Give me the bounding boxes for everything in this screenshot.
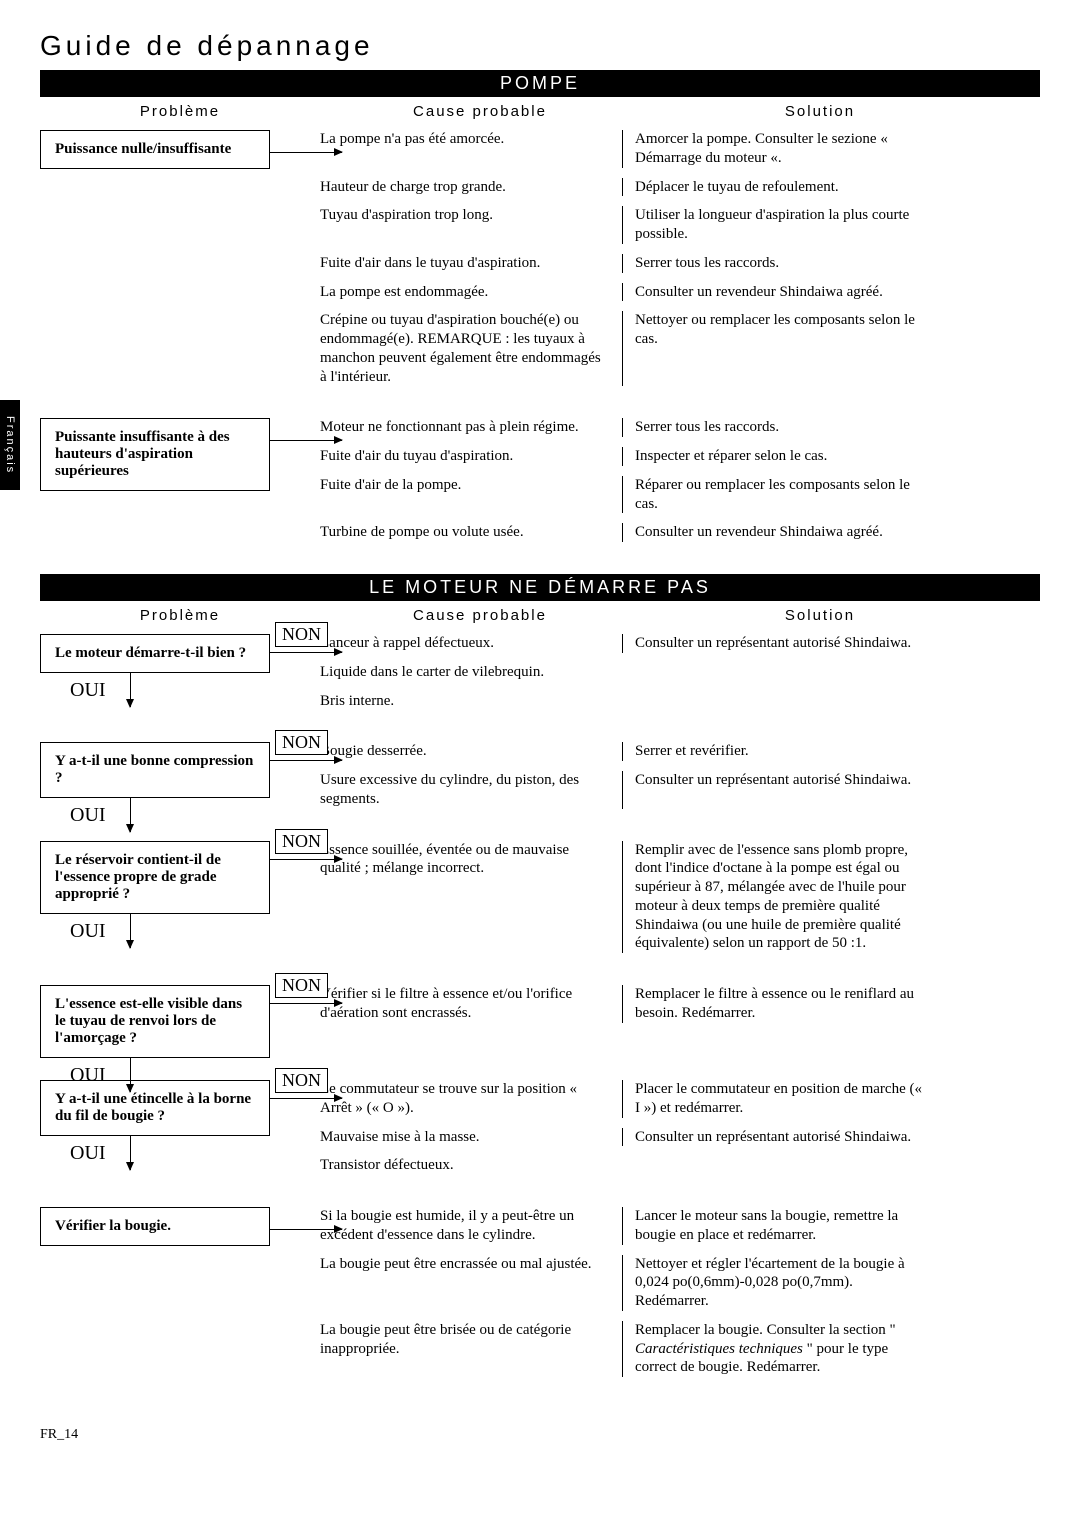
solution-text: Consulter un représentant autorisé Shind…	[622, 1128, 925, 1147]
arrow-right-icon	[270, 1229, 342, 1230]
cause-text: La bougie peut être brisée ou de catégor…	[320, 1321, 622, 1377]
solution-text: Utiliser la longueur d'aspiration la plu…	[622, 206, 925, 244]
cause-text: Usure excessive du cylindre, du piston, …	[320, 771, 622, 809]
solution-text: Consulter un revendeur Shindaiwa agréé.	[622, 523, 925, 542]
problem-box: Puissance nulle/insuffisante	[40, 130, 270, 169]
cause-text: Crépine ou tuyau d'aspiration bouché(e) …	[320, 311, 622, 386]
cause-text: Hauteur de charge trop grande.	[320, 178, 622, 197]
solution-text: Amorcer la pompe. Consulter le sezione «…	[622, 130, 925, 168]
oui-label: OUI	[70, 679, 106, 702]
cause-text: Si la bougie est humide, il y a peut-êtr…	[320, 1207, 622, 1245]
problem-box: Y a-t-il une étincelle à la borne du fil…	[40, 1080, 270, 1136]
page-footer: FR_14	[40, 1427, 1040, 1443]
non-label: NON	[275, 829, 328, 854]
problem-box: L'essence est-elle visible dans le tuyau…	[40, 985, 270, 1058]
solution-text: Remplacer la bougie. Consulter la sectio…	[622, 1321, 925, 1377]
solution-text: Remplir avec de l'essence sans plomb pro…	[622, 841, 925, 954]
non-label: NON	[275, 973, 328, 998]
cause-text: Lanceur à rappel défectueux.	[320, 634, 622, 653]
oui-label: OUI	[70, 920, 106, 943]
solution-text: Serrer tous les raccords.	[622, 418, 925, 437]
arrow-right-icon	[270, 859, 342, 860]
cause-text: La pompe est endommagée.	[320, 283, 622, 302]
solution-text: Lancer le moteur sans la bougie, remettr…	[622, 1207, 925, 1245]
cause-text: Mauvaise mise à la masse.	[320, 1128, 622, 1147]
non-label: NON	[275, 730, 328, 755]
cause-text: Fuite d'air du tuyau d'aspiration.	[320, 447, 622, 466]
col-header-solution: Solution	[640, 103, 1000, 120]
language-tab: Français	[0, 400, 20, 490]
cause-text: Fuite d'air dans le tuyau d'aspiration.	[320, 254, 622, 273]
cause-text: Vérifier si le filtre à essence et/ou l'…	[320, 985, 622, 1023]
problem-box: Le moteur démarre-t-il bien ?	[40, 634, 270, 673]
solution-text: Réparer ou remplacer les composants selo…	[622, 476, 925, 514]
arrow-down-icon	[130, 914, 131, 948]
problem-box: Y a-t-il une bonne compression ?	[40, 742, 270, 798]
cause-text: Tuyau d'aspiration trop long.	[320, 206, 622, 244]
problem-box: Vérifier la bougie.	[40, 1207, 270, 1246]
problem-box: Le réservoir contient-il de l'essence pr…	[40, 841, 270, 914]
page-title: Guide de dépannage	[40, 30, 1040, 62]
solution-text: Placer le commutateur en position de mar…	[622, 1080, 925, 1118]
arrow-down-icon	[130, 673, 131, 707]
solution-text: Consulter un revendeur Shindaiwa agréé.	[622, 283, 925, 302]
solution-text: Serrer tous les raccords.	[622, 254, 925, 273]
arrow-right-icon	[270, 440, 342, 441]
solution-text: Inspecter et réparer selon le cas.	[622, 447, 925, 466]
non-label: NON	[275, 622, 328, 647]
col-header-cause: Cause probable	[320, 607, 640, 624]
cause-text: Le commutateur se trouve sur la position…	[320, 1080, 622, 1118]
cause-text: La bougie peut être encrassée ou mal aju…	[320, 1255, 622, 1311]
solution-text: Déplacer le tuyau de refoulement.	[622, 178, 925, 197]
solution-text: Nettoyer et régler l'écartement de la bo…	[622, 1255, 925, 1311]
cause-text: Moteur ne fonctionnant pas à plein régim…	[320, 418, 622, 437]
cause-text: Essence souillée, éventée ou de mauvaise…	[320, 841, 622, 954]
cause-text: Fuite d'air de la pompe.	[320, 476, 622, 514]
col-header-solution: Solution	[640, 607, 1000, 624]
arrow-right-icon	[270, 1098, 342, 1099]
arrow-right-icon	[270, 652, 342, 653]
solution-text: Consulter un représentant autorisé Shind…	[622, 634, 925, 653]
solution-text	[622, 1156, 924, 1175]
cause-text: Transistor défectueux.	[320, 1156, 622, 1175]
oui-label: OUI	[70, 804, 106, 827]
arrow-right-icon	[270, 1003, 342, 1004]
cause-text: Bris interne.	[320, 692, 622, 711]
solution-text: Remplacer le filtre à essence ou le reni…	[622, 985, 925, 1023]
col-header-cause: Cause probable	[320, 103, 640, 120]
solution-text	[622, 663, 924, 682]
solution-text	[622, 692, 924, 711]
solution-text: Serrer et revérifier.	[622, 742, 925, 761]
arrow-right-icon	[270, 760, 342, 761]
non-label: NON	[275, 1068, 328, 1093]
arrow-down-icon	[130, 798, 131, 832]
cause-text: La pompe n'a pas été amorcée.	[320, 130, 622, 168]
col-header-problem: Problème	[40, 103, 320, 120]
arrow-down-icon	[130, 1136, 131, 1170]
solution-text: Consulter un représentant autorisé Shind…	[622, 771, 925, 809]
section-header: POMPE	[40, 70, 1040, 97]
cause-text: Bougie desserrée.	[320, 742, 622, 761]
section-header: LE MOTEUR NE DÉMARRE PAS	[40, 574, 1040, 601]
cause-text: Turbine de pompe ou volute usée.	[320, 523, 622, 542]
arrow-right-icon	[270, 152, 342, 153]
problem-box: Puissante insuffisante à des hauteurs d'…	[40, 418, 270, 491]
solution-text: Nettoyer ou remplacer les composants sel…	[622, 311, 925, 386]
oui-label: OUI	[70, 1142, 106, 1165]
cause-text: Liquide dans le carter de vilebrequin.	[320, 663, 622, 682]
